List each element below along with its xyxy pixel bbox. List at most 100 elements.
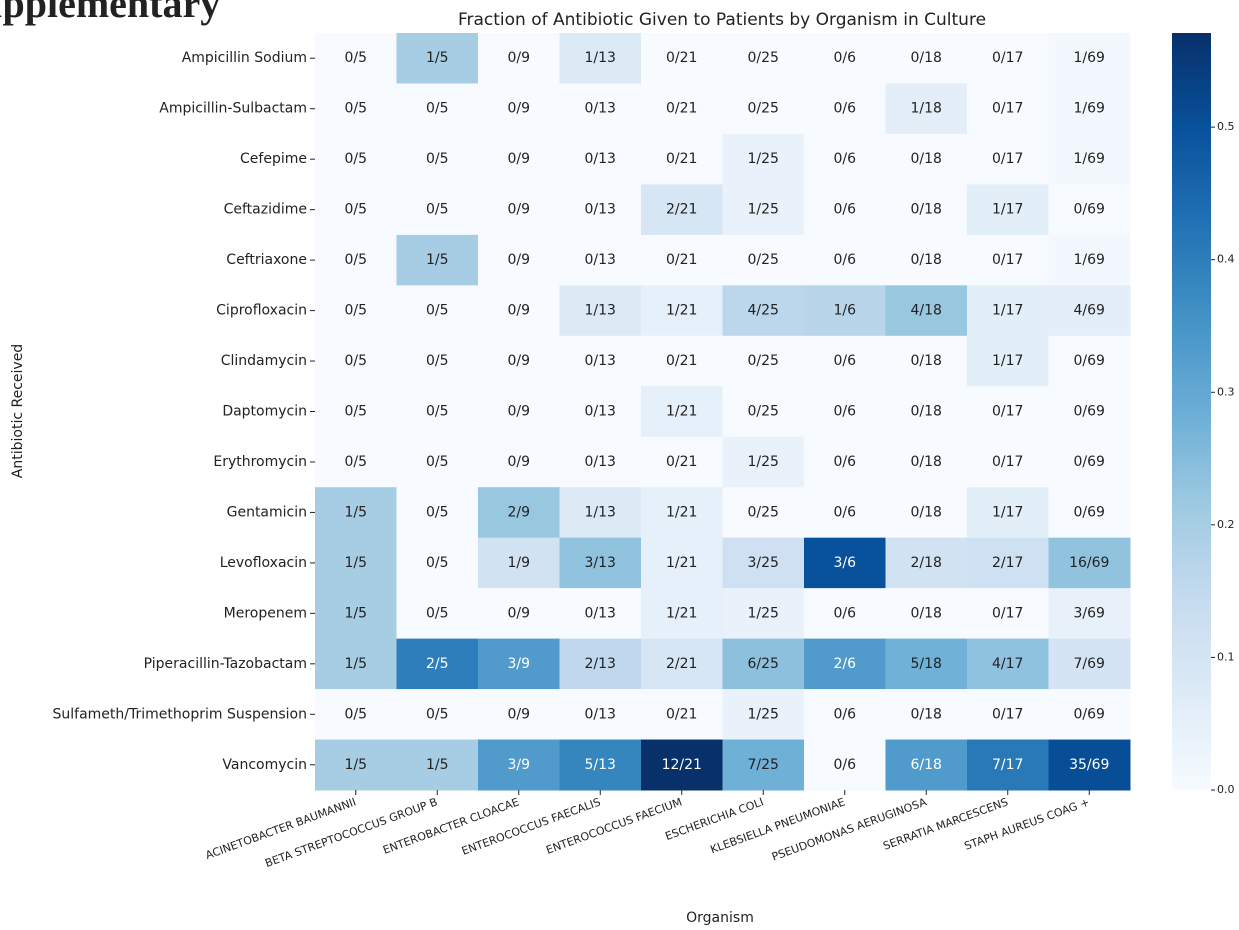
cell bbox=[478, 537, 560, 589]
cell-label: 2/21 bbox=[666, 202, 697, 218]
cell bbox=[967, 133, 1049, 185]
y-tick-label: Vancomycin bbox=[222, 757, 307, 773]
cell bbox=[967, 234, 1049, 286]
cell bbox=[1048, 386, 1131, 438]
cell bbox=[804, 133, 886, 185]
cell bbox=[478, 234, 560, 286]
cell bbox=[641, 386, 723, 438]
cell bbox=[478, 33, 560, 84]
cell bbox=[804, 436, 886, 488]
cell bbox=[722, 234, 805, 286]
cell bbox=[967, 638, 1049, 690]
cell-label: 2/21 bbox=[666, 656, 697, 672]
cell-label: 0/5 bbox=[344, 353, 367, 369]
cell bbox=[315, 386, 397, 438]
cell bbox=[396, 689, 479, 741]
cell bbox=[804, 335, 886, 387]
cell-label: 0/17 bbox=[992, 404, 1023, 420]
cell bbox=[722, 739, 805, 791]
cell bbox=[1048, 335, 1131, 387]
cell bbox=[1048, 739, 1131, 791]
cell bbox=[885, 739, 968, 791]
cell bbox=[315, 739, 397, 791]
cell-label: 0/13 bbox=[585, 202, 616, 218]
cell-label: 0/21 bbox=[666, 50, 697, 66]
cell-label: 0/9 bbox=[507, 605, 530, 621]
cell-label: 0/18 bbox=[911, 202, 942, 218]
cell bbox=[396, 537, 479, 589]
cell-label: 1/17 bbox=[992, 303, 1023, 319]
cell-label: 0/9 bbox=[507, 303, 530, 319]
cell-label: 0/17 bbox=[992, 706, 1023, 722]
cell-label: 0/9 bbox=[507, 101, 530, 117]
cell-label: 4/18 bbox=[911, 303, 942, 319]
cell bbox=[885, 588, 968, 640]
cell-label: 0/5 bbox=[426, 202, 449, 218]
cell bbox=[722, 335, 805, 387]
cell bbox=[885, 537, 968, 589]
cell-label: 0/69 bbox=[1074, 404, 1105, 420]
cell-label: 0/9 bbox=[507, 404, 530, 420]
cell-label: 0/18 bbox=[911, 50, 942, 66]
cell bbox=[804, 638, 886, 690]
cell-label: 35/69 bbox=[1069, 757, 1109, 773]
cell bbox=[967, 83, 1049, 135]
cell-label: 0/18 bbox=[911, 454, 942, 470]
y-tick-label: Ceftazidime bbox=[224, 202, 307, 218]
cell bbox=[722, 588, 805, 640]
cell-label: 1/18 bbox=[911, 101, 942, 117]
y-tick-label: Daptomycin bbox=[222, 404, 307, 420]
cell bbox=[885, 234, 968, 286]
cell bbox=[967, 184, 1049, 236]
cell bbox=[396, 739, 479, 791]
cell-label: 0/6 bbox=[833, 50, 856, 66]
cell-label: 0/5 bbox=[344, 252, 367, 268]
cell-label: 5/13 bbox=[585, 757, 616, 773]
y-axis-label: Antibiotic Received bbox=[10, 344, 26, 478]
cell bbox=[559, 739, 642, 791]
cell bbox=[559, 133, 642, 185]
cell-label: 0/18 bbox=[911, 605, 942, 621]
cell bbox=[315, 285, 397, 337]
cell-label: 0/25 bbox=[748, 504, 779, 520]
cell bbox=[478, 739, 560, 791]
cell bbox=[478, 638, 560, 690]
cell bbox=[722, 386, 805, 438]
cell-label: 6/25 bbox=[748, 656, 779, 672]
cell-label: 0/5 bbox=[344, 706, 367, 722]
cell bbox=[315, 689, 397, 741]
cell-label: 1/21 bbox=[666, 555, 697, 571]
cell-label: 0/6 bbox=[833, 252, 856, 268]
cell bbox=[885, 133, 968, 185]
cell-label: 0/69 bbox=[1074, 353, 1105, 369]
colorbar-tick-label: 0.1 bbox=[1217, 650, 1235, 663]
y-tick-label: Sulfameth/Trimethoprim Suspension bbox=[53, 706, 307, 722]
cell bbox=[315, 537, 397, 589]
cell-label: 12/21 bbox=[662, 757, 702, 773]
cell-label: 0/5 bbox=[426, 706, 449, 722]
cell-label: 0/69 bbox=[1074, 454, 1105, 470]
cell-label: 3/6 bbox=[833, 555, 856, 571]
cell bbox=[967, 33, 1049, 84]
cell-label: 0/18 bbox=[911, 353, 942, 369]
cell-label: 5/18 bbox=[911, 656, 942, 672]
y-tick-label: Clindamycin bbox=[221, 353, 307, 369]
x-axis-label: Organism bbox=[686, 910, 754, 926]
cell-label: 1/21 bbox=[666, 504, 697, 520]
cell bbox=[641, 285, 723, 337]
cell bbox=[478, 133, 560, 185]
cell-label: 0/18 bbox=[911, 151, 942, 167]
cell-label: 0/13 bbox=[585, 706, 616, 722]
cell bbox=[722, 689, 805, 741]
cell bbox=[396, 638, 479, 690]
cell-label: 1/5 bbox=[344, 555, 367, 571]
cell bbox=[315, 335, 397, 387]
cell bbox=[885, 83, 968, 135]
cell-label: 1/69 bbox=[1074, 101, 1105, 117]
cell bbox=[559, 638, 642, 690]
cell-label: 4/17 bbox=[992, 656, 1023, 672]
cell-label: 2/18 bbox=[911, 555, 942, 571]
cell bbox=[478, 487, 560, 539]
cell bbox=[559, 386, 642, 438]
chart-title: Fraction of Antibiotic Given to Patients… bbox=[458, 10, 986, 30]
